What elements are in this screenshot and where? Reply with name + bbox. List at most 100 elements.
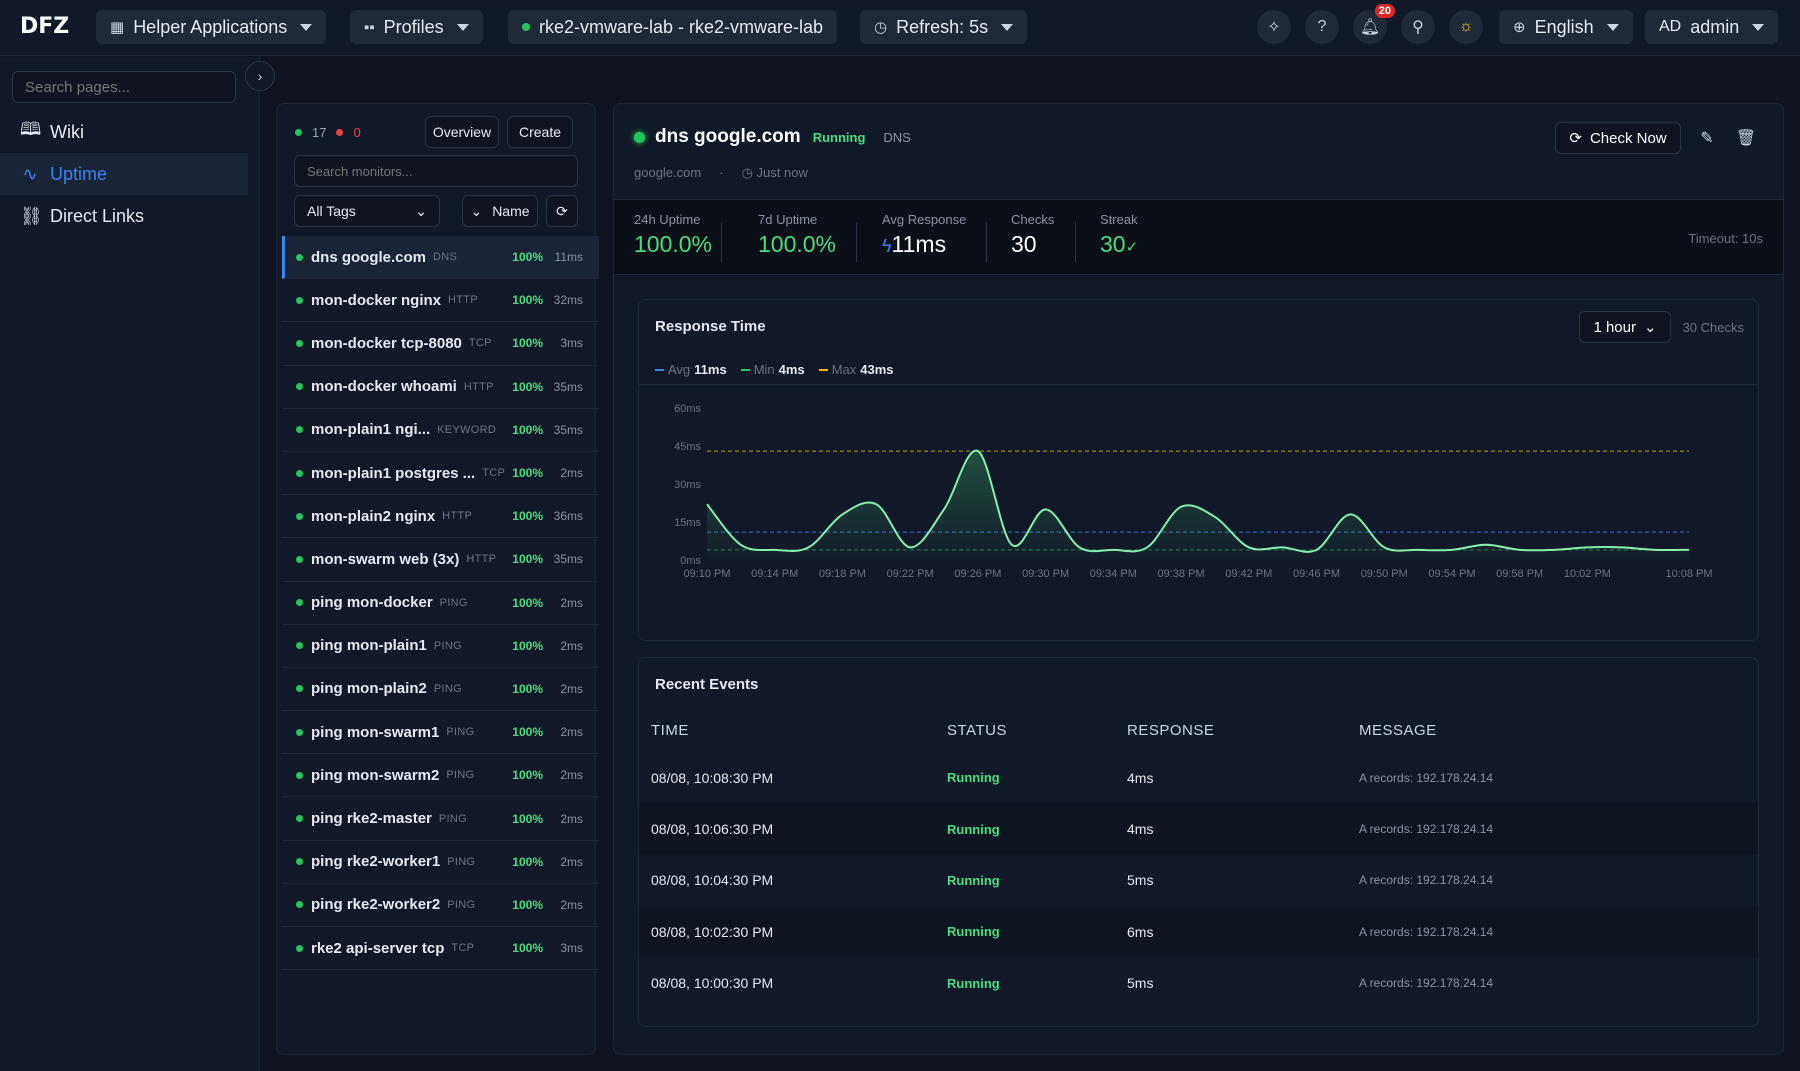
- ai-assistant-button[interactable]: ✧: [1257, 10, 1291, 44]
- table-row: 08/08, 10:02:30 PM Running 6ms A records: 1…: [639, 906, 1758, 958]
- stat-uptime-24h: 24h Uptime 100.0%: [634, 212, 712, 258]
- legend-value: 4ms: [778, 362, 805, 377]
- overview-button[interactable]: Overview: [425, 116, 499, 148]
- monitor-list-item[interactable]: ping rke2-worker1 PING 100% 2ms: [282, 841, 599, 884]
- monitor-type: PING: [433, 639, 462, 652]
- app-logo[interactable]: DFZ: [20, 14, 70, 39]
- check-icon: ✓: [1125, 239, 1139, 256]
- table-row: 08/08, 10:08:30 PM Running 4ms A records: 1…: [639, 752, 1758, 803]
- y-tick-label: 45ms: [674, 441, 701, 453]
- monitor-list-item[interactable]: rke2 api-server tcp TCP 100% 3ms: [282, 927, 599, 971]
- monitor-list-item[interactable]: ping mon-docker PING 100% 2ms: [282, 582, 599, 625]
- status-dot: [634, 131, 645, 143]
- legend-max: Max 43ms: [818, 362, 894, 377]
- sort-select[interactable]: ⌄ Name: [462, 195, 538, 227]
- x-tick-label: 09:14 PM: [751, 568, 798, 580]
- event-message: A records: 192.178.24.14: [1347, 803, 1758, 855]
- grid-icon: ▦: [110, 19, 125, 36]
- monitor-name: mon-plain1 ngi...: [311, 421, 431, 439]
- help-button[interactable]: ?: [1305, 10, 1339, 44]
- monitor-list-item[interactable]: mon-docker nginx HTTP 100% 32ms: [282, 279, 599, 323]
- monitor-response: 35ms: [553, 552, 583, 567]
- sidebar-item-direct-links[interactable]: ⛓ Direct Links: [0, 195, 248, 237]
- helper-applications-menu[interactable]: ▦ Helper Applications: [96, 10, 327, 44]
- monitor-list-item[interactable]: ping mon-plain1 PING 100% 2ms: [282, 625, 599, 668]
- monitor-uptime: 100%: [512, 811, 543, 826]
- time-range-select[interactable]: 1 hour ⌄: [1579, 311, 1671, 343]
- pin-icon: ⚲: [1412, 19, 1424, 36]
- monitor-list-item[interactable]: dns google.com DNS 100% 11ms: [282, 236, 599, 280]
- event-response: 4ms: [1115, 803, 1347, 855]
- monitor-name: mon-docker whoami: [311, 378, 457, 396]
- monitor-name: mon-docker tcp-8080: [311, 334, 462, 352]
- user-menu[interactable]: AD admin: [1645, 10, 1779, 44]
- delete-button[interactable]: 🗑︎: [1734, 126, 1758, 150]
- monitor-type: HTTP: [463, 380, 494, 393]
- monitor-list-item[interactable]: mon-swarm web (3x) HTTP 100% 35ms: [282, 538, 599, 582]
- event-time: 08/08, 10:02:30 PM: [639, 906, 935, 958]
- check-now-button[interactable]: ⟳ Check Now: [1555, 122, 1681, 154]
- monitor-type: PING: [447, 898, 476, 911]
- chevron-down-icon: [1001, 23, 1014, 31]
- status-dot: [296, 815, 303, 823]
- legend-min: Min 4ms: [740, 362, 805, 377]
- column-header-time: TIME: [651, 721, 689, 739]
- monitor-uptime: 100%: [512, 725, 543, 740]
- status-dot: [296, 944, 303, 952]
- events-table: TIME STATUS RESPONSE MESSAGE 08/08, 10:0…: [639, 708, 1758, 1009]
- status-dot: [296, 599, 303, 607]
- sidebar-item-wiki[interactable]: 🕮 Wiki: [0, 111, 248, 153]
- legend-avg: Avg 11ms: [655, 362, 727, 377]
- monitor-list-item[interactable]: mon-plain1 postgres ... TCP 100% 2ms: [282, 452, 599, 496]
- monitor-search-input[interactable]: [294, 155, 578, 187]
- monitor-list-item[interactable]: ping rke2-worker2 PING 100% 2ms: [282, 884, 599, 927]
- x-tick-label: 09:58 PM: [1496, 568, 1543, 580]
- monitor-list-item[interactable]: mon-plain2 nginx HTTP 100% 36ms: [282, 495, 599, 539]
- check-now-label: Check Now: [1589, 129, 1667, 147]
- legend-label: Min: [753, 362, 775, 377]
- monitor-response: 3ms: [560, 336, 583, 351]
- event-response: 6ms: [1115, 906, 1347, 958]
- monitor-list-item[interactable]: mon-docker tcp-8080 TCP 100% 3ms: [282, 322, 599, 366]
- x-tick-label: 10:02 PM: [1564, 568, 1611, 580]
- clock-icon: ◷: [874, 19, 888, 36]
- create-monitor-button[interactable]: Create: [507, 116, 573, 148]
- edit-button[interactable]: ✎: [1695, 126, 1719, 150]
- monitor-type: TCP: [451, 942, 475, 955]
- refresh-monitors-button[interactable]: ⟳: [546, 195, 578, 227]
- refresh-interval-menu[interactable]: ◷ Refresh: 5s: [860, 10, 1028, 44]
- event-status: Running: [935, 803, 1115, 855]
- response-time-title: Response Time: [655, 318, 766, 335]
- monitor-list-item[interactable]: mon-docker whoami HTTP 100% 35ms: [282, 366, 599, 409]
- theme-toggle[interactable]: ☼: [1449, 10, 1483, 44]
- stat-streak: Streak 30✓: [1100, 212, 1138, 258]
- cluster-selector[interactable]: rke2-vmware-lab - rke2-vmware-lab: [508, 10, 838, 44]
- monitor-response: 2ms: [560, 595, 583, 610]
- monitor-type: PING: [438, 812, 467, 825]
- profiles-menu[interactable]: ▪▪ Profiles: [350, 10, 483, 44]
- monitor-type: PING: [447, 855, 476, 868]
- monitor-list-item[interactable]: mon-plain1 ngi... KEYWORD 100% 35ms: [282, 409, 599, 452]
- sidebar-collapse-button[interactable]: ›: [245, 61, 275, 91]
- column-header-message: MESSAGE: [1359, 721, 1437, 739]
- event-response: 5ms: [1127, 872, 1154, 889]
- monitor-response: 3ms: [560, 941, 583, 956]
- status-dot: [296, 253, 303, 261]
- monitor-list-item[interactable]: ping mon-swarm1 PING 100% 2ms: [282, 711, 599, 755]
- monitor-list-item[interactable]: ping mon-swarm2 PING 100% 2ms: [282, 754, 599, 798]
- language-selector[interactable]: ⊕ English: [1499, 10, 1633, 44]
- monitor-list-item[interactable]: ping rke2-master PING 100% 2ms: [282, 797, 599, 841]
- sidebar-item-uptime[interactable]: ∿ Uptime: [0, 153, 248, 195]
- page-search-input[interactable]: [12, 71, 236, 103]
- clock-icon: ◷: [741, 165, 757, 180]
- tags-filter-select[interactable]: All Tags ⌄: [294, 195, 440, 227]
- chevron-right-icon: ›: [257, 68, 263, 84]
- stat-value: 100.0%: [758, 231, 837, 257]
- pin-button[interactable]: ⚲: [1401, 10, 1435, 44]
- chevron-down-icon: ⌄: [1643, 319, 1657, 336]
- monitor-list-item[interactable]: ping mon-plain2 PING 100% 2ms: [282, 668, 599, 712]
- notifications-button[interactable]: 🔔︎ 20: [1353, 4, 1395, 44]
- status-dot: [296, 555, 303, 563]
- link-icon: ⛓: [20, 205, 43, 226]
- monitor-uptime: 100%: [512, 941, 543, 956]
